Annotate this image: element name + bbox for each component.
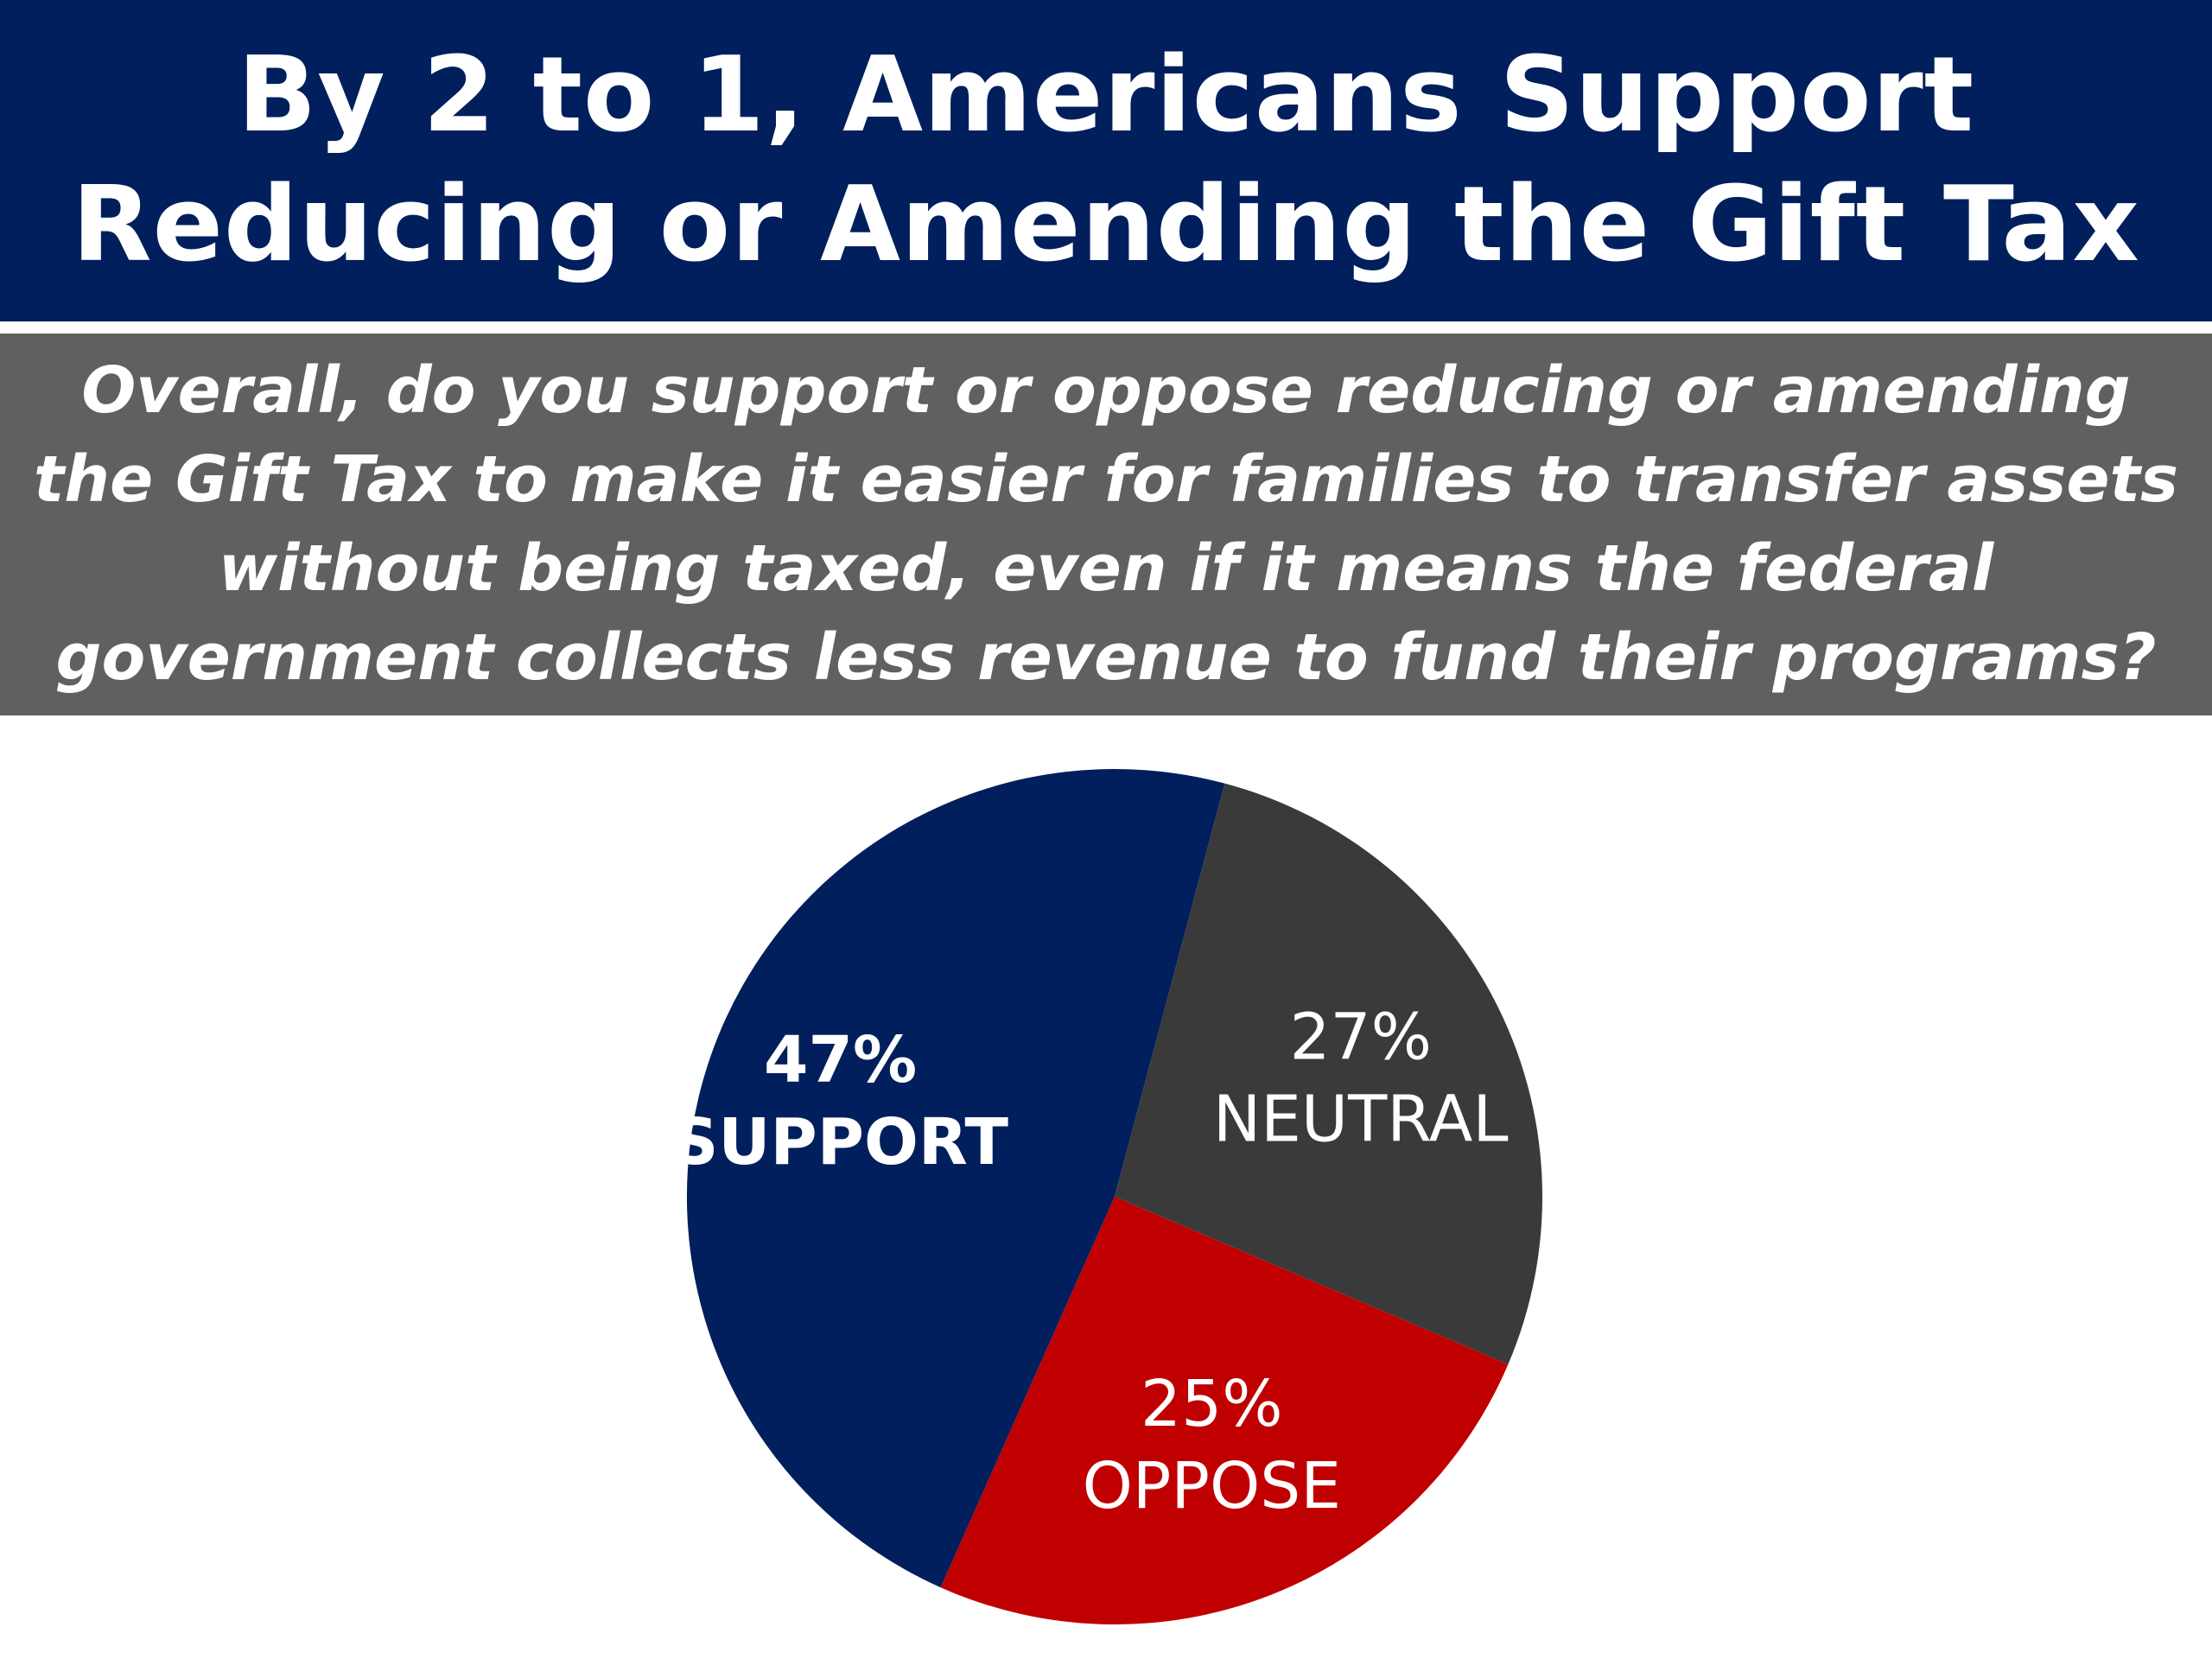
question-line-4: government collects less revenue to fund…	[55, 620, 2157, 695]
pie-label-oppose-percent: 25%	[1141, 1367, 1282, 1441]
pie-label-support-percent: 47%	[764, 1023, 917, 1097]
pie-slice-support	[686, 768, 1225, 1588]
pie-label-neutral-percent: 27%	[1289, 1000, 1431, 1074]
title-line-1: By 2 to 1, Americans Support	[237, 35, 1975, 156]
pie-labels: 47% SUPPORT 27% NEUTRAL 25% OPPOSE	[672, 1000, 1508, 1523]
banner-divider	[0, 321, 2212, 334]
pie-label-oppose-category: OPPOSE	[1083, 1449, 1341, 1523]
pie-label-neutral-category: NEUTRAL	[1213, 1082, 1509, 1156]
pie-slice-neutral	[1115, 783, 1542, 1365]
title-line-2: Reducing or Amending the Gift Tax	[72, 165, 2140, 285]
question-line-1: Overall, do you support or oppose reduci…	[81, 353, 2131, 428]
pie-chart: 47% SUPPORT 27% NEUTRAL 25% OPPOSE	[672, 768, 1542, 1625]
question-line-3: without being taxed, even if it means th…	[218, 531, 1994, 606]
pie-slice-oppose	[940, 1197, 1509, 1625]
pie-label-support-category: SUPPORT	[672, 1105, 1008, 1179]
title-banner: By 2 to 1, Americans Support Reducing or…	[0, 0, 2212, 321]
question-line-2: the Gift Tax to make it easier for famil…	[34, 442, 2178, 517]
question-banner: Overall, do you support or oppose reduci…	[0, 334, 2212, 715]
pie-slices	[686, 768, 1542, 1625]
